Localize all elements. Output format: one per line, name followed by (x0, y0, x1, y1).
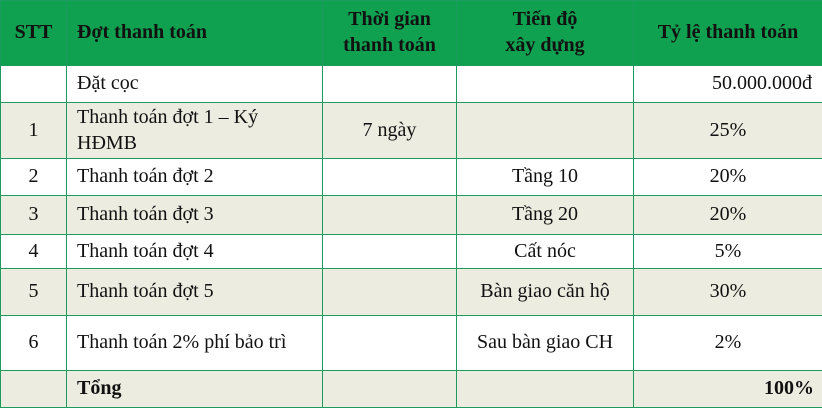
cell-time (322, 65, 457, 103)
table-row: 4 Thanh toán đợt 4 Cất nóc 5% (0, 234, 822, 269)
cell-time (322, 268, 457, 316)
cell-stt: 4 (0, 234, 67, 269)
table-row: Đặt cọc 50.000.000đ (0, 65, 822, 103)
cell-progress (456, 370, 634, 408)
cell-rate: 30% (633, 268, 822, 316)
cell-rate: 2% (633, 315, 822, 371)
cell-progress: Bàn giao căn hộ (456, 268, 634, 316)
cell-stt: 3 (0, 195, 67, 235)
cell-name: Thanh toán đợt 1 – Ký HĐMB (66, 102, 323, 159)
cell-total-rate: 100% (633, 370, 822, 408)
cell-progress: Sau bàn giao CH (456, 315, 634, 371)
table-row: 3 Thanh toán đợt 3 Tầng 20 20% (0, 195, 822, 235)
column-header-construction-progress: Tiến độ xây dựng (456, 0, 634, 66)
column-header-construction-progress-line1: Tiến độ (512, 8, 578, 31)
cell-name: Thanh toán 2% phí bảo trì (66, 315, 323, 371)
cell-time (322, 234, 457, 269)
column-header-construction-progress-line2: xây dựng (505, 34, 585, 56)
cell-rate: 50.000.000đ (633, 65, 822, 103)
cell-stt: 1 (0, 102, 67, 159)
cell-stt: 6 (0, 315, 67, 371)
table-row: 1 Thanh toán đợt 1 – Ký HĐMB 7 ngày 25% (0, 102, 822, 159)
cell-time (322, 315, 457, 371)
cell-progress (456, 102, 634, 159)
cell-progress (456, 65, 634, 103)
cell-time (322, 195, 457, 235)
column-header-payment-time-line2: thanh toán (343, 34, 436, 56)
cell-progress: Tầng 20 (456, 195, 634, 235)
column-header-payment-installment: Đợt thanh toán (66, 0, 323, 66)
table-row: 5 Thanh toán đợt 5 Bàn giao căn hộ 30% (0, 268, 822, 316)
table-header: STT Đợt thanh toán Thời gian thanh toán … (0, 0, 822, 66)
table-row: 6 Thanh toán 2% phí bảo trì Sau bàn giao… (0, 315, 822, 371)
column-header-payment-rate: Tỷ lệ thanh toán (633, 0, 822, 66)
cell-name: Đặt cọc (66, 65, 323, 103)
cell-rate: 25% (633, 102, 822, 159)
column-header-payment-time: Thời gian thanh toán (322, 0, 457, 66)
column-header-stt: STT (0, 0, 67, 66)
cell-rate: 5% (633, 234, 822, 269)
cell-total-label: Tổng (66, 370, 323, 408)
cell-stt: 2 (0, 158, 67, 196)
table-header-row: STT Đợt thanh toán Thời gian thanh toán … (0, 0, 822, 66)
cell-stt: 5 (0, 268, 67, 316)
cell-rate: 20% (633, 158, 822, 196)
cell-name: Thanh toán đợt 5 (66, 268, 323, 316)
cell-time (322, 158, 457, 196)
table-total-row: Tổng 100% (0, 370, 822, 408)
cell-progress: Cất nóc (456, 234, 634, 269)
table-body: Đặt cọc 50.000.000đ 1 Thanh toán đợt 1 –… (0, 65, 822, 408)
cell-name: Thanh toán đợt 4 (66, 234, 323, 269)
cell-stt (0, 65, 67, 103)
cell-time: 7 ngày (322, 102, 457, 159)
cell-name: Thanh toán đợt 3 (66, 195, 323, 235)
cell-stt (0, 370, 67, 408)
cell-progress: Tầng 10 (456, 158, 634, 196)
table-row: 2 Thanh toán đợt 2 Tầng 10 20% (0, 158, 822, 196)
cell-name: Thanh toán đợt 2 (66, 158, 323, 196)
cell-time (322, 370, 457, 408)
column-header-payment-time-line1: Thời gian (348, 8, 431, 31)
cell-rate: 20% (633, 195, 822, 235)
